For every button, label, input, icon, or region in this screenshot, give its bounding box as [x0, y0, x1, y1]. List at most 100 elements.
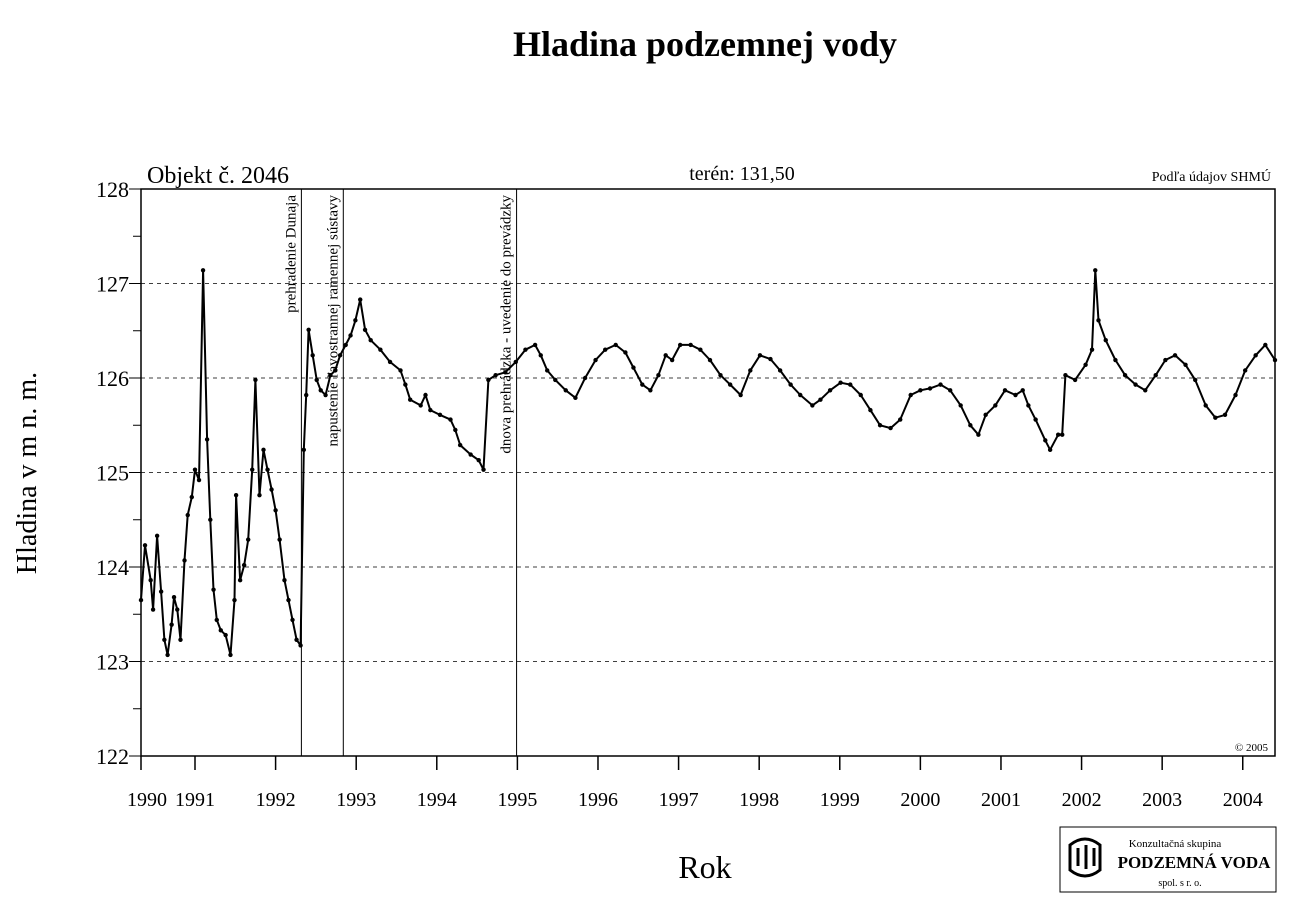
- event-label: prehradenie Dunaja: [283, 195, 299, 313]
- data-point: [328, 372, 333, 378]
- data-point: [1222, 412, 1228, 418]
- data-point: [1193, 377, 1198, 383]
- data-point: [218, 628, 223, 633]
- data-point: [718, 372, 723, 378]
- data-point: [265, 467, 270, 472]
- data-point: [927, 386, 933, 391]
- data-point: [437, 412, 443, 418]
- data-point: [663, 353, 668, 358]
- x-tick-label: 2000: [900, 789, 940, 811]
- data-point: [532, 342, 538, 348]
- data-point: [286, 597, 291, 603]
- data-point: [738, 392, 743, 398]
- data-point: [1072, 377, 1078, 383]
- data-point: [553, 377, 558, 383]
- data-point: [1013, 392, 1018, 398]
- data-point: [768, 356, 773, 362]
- data-point: [1002, 388, 1008, 393]
- data-point: [423, 392, 428, 398]
- data-point: [457, 442, 463, 448]
- terrain-label: terén: 131,50: [689, 163, 795, 185]
- data-point: [848, 382, 853, 387]
- y-tick-label: 123: [96, 650, 129, 675]
- data-point: [1093, 268, 1098, 273]
- data-point: [468, 452, 473, 457]
- data-point: [513, 359, 518, 365]
- object-label: Objekt č. 2046: [147, 163, 289, 189]
- x-tick-label: 1993: [336, 789, 376, 811]
- data-point: [656, 372, 661, 378]
- data-point: [1055, 432, 1061, 437]
- data-point: [362, 327, 368, 333]
- data-point: [232, 597, 237, 603]
- data-point: [178, 637, 183, 642]
- x-tick-label: 2002: [1062, 789, 1102, 811]
- data-point: [301, 447, 307, 453]
- data-point: [273, 508, 278, 513]
- data-point: [757, 353, 763, 358]
- data-point: [688, 342, 693, 348]
- data-point: [1153, 372, 1158, 378]
- data-point: [503, 370, 508, 375]
- data-point: [358, 297, 363, 302]
- data-point: [304, 392, 309, 398]
- data-point: [677, 342, 683, 348]
- data-point: [1083, 362, 1088, 367]
- x-tick-label: 1995: [497, 789, 537, 811]
- data-point: [223, 632, 228, 638]
- data-point: [538, 353, 543, 358]
- data-point: [175, 607, 180, 612]
- data-point: [200, 268, 206, 273]
- data-point: [196, 477, 202, 483]
- data-point: [165, 652, 170, 658]
- data-point: [233, 492, 239, 498]
- data-point: [1089, 347, 1095, 352]
- data-point: [290, 617, 295, 623]
- data-point: [573, 395, 578, 401]
- y-tick-label: 126: [96, 366, 129, 391]
- data-point: [204, 437, 210, 442]
- data-point: [1026, 403, 1031, 408]
- data-point: [387, 359, 393, 365]
- data-point: [1047, 447, 1053, 453]
- data-point: [162, 637, 167, 642]
- plot-frame: [140, 188, 1276, 757]
- data-point: [898, 417, 903, 422]
- series-line: [140, 269, 1276, 656]
- logo-line1: Konzultačná skupina: [1129, 838, 1222, 850]
- data-point: [810, 403, 815, 408]
- data-point: [277, 537, 282, 542]
- data-point: [269, 487, 274, 492]
- data-point: [877, 423, 883, 428]
- data-point: [189, 494, 194, 500]
- data-point: [1233, 392, 1238, 398]
- data-point: [603, 347, 608, 352]
- data-point: [1253, 353, 1258, 358]
- data-point: [868, 407, 873, 413]
- data-point: [1143, 388, 1148, 393]
- data-point: [318, 388, 323, 393]
- data-point: [241, 562, 247, 568]
- data-point: [858, 392, 863, 398]
- data-point: [481, 467, 486, 472]
- data-point: [398, 368, 403, 373]
- data-point: [1183, 362, 1188, 367]
- data-point: [298, 643, 303, 648]
- data-point: [593, 357, 598, 363]
- data-point: [640, 382, 645, 387]
- data-point: [631, 365, 636, 370]
- data-point: [707, 357, 713, 363]
- data-point: [523, 347, 528, 352]
- data-point: [648, 388, 653, 393]
- data-point: [1213, 415, 1218, 420]
- logo-icon: [1068, 837, 1102, 878]
- data-point: [493, 372, 498, 378]
- data-point: [228, 652, 233, 658]
- data-point: [192, 467, 198, 472]
- data-point: [563, 388, 568, 393]
- x-tick-label: 2001: [981, 789, 1021, 811]
- data-point: [727, 382, 733, 387]
- y-tick-label: 125: [96, 461, 129, 486]
- data-point: [1020, 388, 1025, 393]
- x-tick-label: 1992: [256, 789, 296, 811]
